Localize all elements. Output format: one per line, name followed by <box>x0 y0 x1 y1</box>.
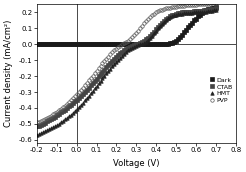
CTAB <box>187 11 190 13</box>
PVP <box>187 4 190 6</box>
Line: CTAB: CTAB <box>35 7 218 128</box>
Dark <box>81 43 84 45</box>
HMT <box>187 12 190 14</box>
CTAB <box>209 8 212 10</box>
CTAB <box>77 97 80 99</box>
HMT <box>209 10 212 12</box>
Dark <box>209 8 212 10</box>
X-axis label: Voltage (V): Voltage (V) <box>113 159 160 168</box>
Line: Dark: Dark <box>35 6 218 46</box>
HMT <box>77 106 80 108</box>
PVP <box>35 121 38 123</box>
Dark <box>57 43 60 45</box>
Y-axis label: Current density (mA/cm²): Current density (mA/cm²) <box>4 20 13 127</box>
HMT <box>211 10 214 12</box>
HMT <box>57 123 60 125</box>
HMT <box>35 134 38 136</box>
PVP <box>215 2 218 4</box>
CTAB <box>211 8 214 10</box>
Dark <box>215 6 218 8</box>
Legend: Dark, CTAB, HMT, PVP: Dark, CTAB, HMT, PVP <box>210 77 233 103</box>
CTAB <box>35 125 38 127</box>
PVP <box>77 91 80 93</box>
Line: PVP: PVP <box>35 1 218 124</box>
CTAB <box>81 93 84 95</box>
CTAB <box>57 113 60 115</box>
PVP <box>57 109 60 111</box>
CTAB <box>215 7 218 9</box>
PVP <box>211 2 214 4</box>
HMT <box>81 101 84 104</box>
PVP <box>209 3 212 5</box>
Dark <box>35 43 38 45</box>
HMT <box>215 9 218 11</box>
Dark <box>211 7 214 9</box>
Dark <box>187 26 190 28</box>
Dark <box>77 43 80 45</box>
Line: HMT: HMT <box>35 8 218 137</box>
PVP <box>81 87 84 89</box>
